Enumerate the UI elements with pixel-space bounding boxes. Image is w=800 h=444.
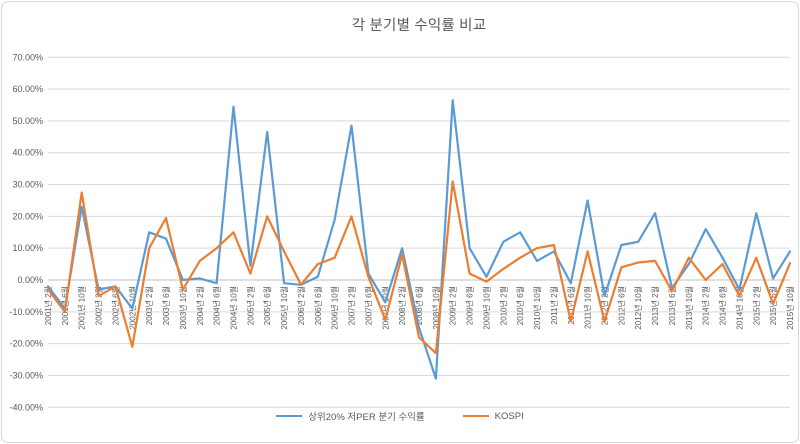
x-tick-label: 2015년 10월: [785, 286, 795, 330]
x-tick-label: 2004년 2월: [195, 286, 205, 325]
y-tick-label: 60.00%: [12, 84, 43, 94]
x-tick-label: 2010년 2월: [498, 286, 508, 325]
x-tick-label: 2011년 10월: [583, 286, 593, 329]
x-tick-label: 2014년 2월: [701, 286, 711, 325]
x-tick-label: 2008년 6월: [414, 286, 424, 325]
x-tick-label: 2010년 6월: [515, 286, 525, 325]
x-tick-label: 2009년 10월: [481, 286, 491, 330]
y-tick-label: -30.00%: [9, 370, 43, 380]
x-tick-label: 2007년 2월: [347, 286, 357, 325]
x-tick-label: 2009년 2월: [448, 286, 458, 325]
x-tick-label: 2006년 2월: [296, 286, 306, 325]
x-tick-label: 2009년 6월: [465, 286, 475, 325]
y-tick-label: -10.00%: [9, 307, 43, 317]
x-tick-label: 2002년 6월: [110, 286, 120, 325]
x-tick-label: 2008년 10월: [431, 286, 441, 330]
chart-title: 각 분기별 수익률 비교: [351, 18, 487, 34]
x-tick-label: 2001년 2월: [43, 286, 53, 325]
x-tick-label: 2007년 10월: [380, 286, 390, 330]
y-tick-label: 70.00%: [12, 52, 43, 62]
x-tick-label: 2013년 10월: [684, 286, 694, 330]
x-tick-label: 2004년 6월: [212, 286, 222, 325]
chart-legend: 상위20% 저PER 분기 수익률 KOSPI: [0, 409, 800, 423]
x-tick-label: 2013년 2월: [650, 286, 660, 325]
x-tick-label: 2005년 6월: [262, 286, 272, 325]
legend-item-kospi[interactable]: KOSPI: [462, 410, 524, 422]
y-tick-label: -40.00%: [9, 402, 43, 412]
x-tick-label: 2006년 6월: [313, 286, 323, 325]
series-line-kospi[interactable]: [46, 180, 792, 355]
y-tick-label: 30.00%: [12, 180, 43, 190]
x-tick-label: 2004년 10월: [229, 286, 239, 330]
x-tick-label: 2006년 10월: [330, 286, 340, 330]
x-tick-label: 2012년 6월: [616, 286, 626, 325]
x-tick-label: 2005년 10월: [279, 286, 289, 330]
x-tick-label: 2003년 10월: [178, 286, 188, 330]
x-tick-label: 2003년 6월: [161, 286, 171, 325]
y-tick-label: 10.00%: [12, 243, 43, 253]
x-tick-label: 2012년 2월: [600, 286, 610, 325]
x-tick-label: 2011년 6월: [566, 286, 576, 325]
y-tick-label: -20.00%: [9, 339, 43, 349]
x-tick-label: 2010년 10월: [532, 286, 542, 330]
x-tick-label: 2014년 6월: [718, 286, 728, 325]
x-tick-label: 2001년 10월: [77, 286, 87, 330]
x-tick-label: 2011년 2월: [549, 286, 559, 325]
legend-line-swatch-kospi: [462, 415, 489, 417]
y-tick-label: 20.00%: [12, 211, 43, 221]
y-tick-label: 40.00%: [12, 148, 43, 158]
legend-line-swatch-per: [276, 415, 303, 417]
x-tick-label: 2012년 10월: [633, 286, 643, 330]
x-tick-label: 2002년 2월: [94, 286, 104, 325]
y-tick-label: 0.00%: [17, 275, 43, 285]
y-tick-label: 50.00%: [12, 116, 43, 126]
x-tick-label: 2008년 2월: [397, 286, 407, 325]
x-tick-label: 2015년 6월: [768, 286, 778, 325]
x-tick-label: 2015년 2월: [751, 286, 761, 325]
x-tick-label: 2013년 6월: [667, 286, 677, 325]
x-tick-label: 2003년 2월: [144, 286, 154, 325]
legend-label-kospi: KOSPI: [494, 410, 524, 422]
x-tick-label: 2014년 10월: [734, 286, 744, 330]
x-tick-label: 2007년 6월: [363, 286, 373, 325]
series-line-per[interactable]: [46, 99, 792, 380]
x-tick-label: 2005년 2월: [245, 286, 255, 325]
legend-item-per[interactable]: 상위20% 저PER 분기 수익률: [276, 409, 425, 423]
legend-label-per: 상위20% 저PER 분기 수익률: [308, 412, 425, 423]
